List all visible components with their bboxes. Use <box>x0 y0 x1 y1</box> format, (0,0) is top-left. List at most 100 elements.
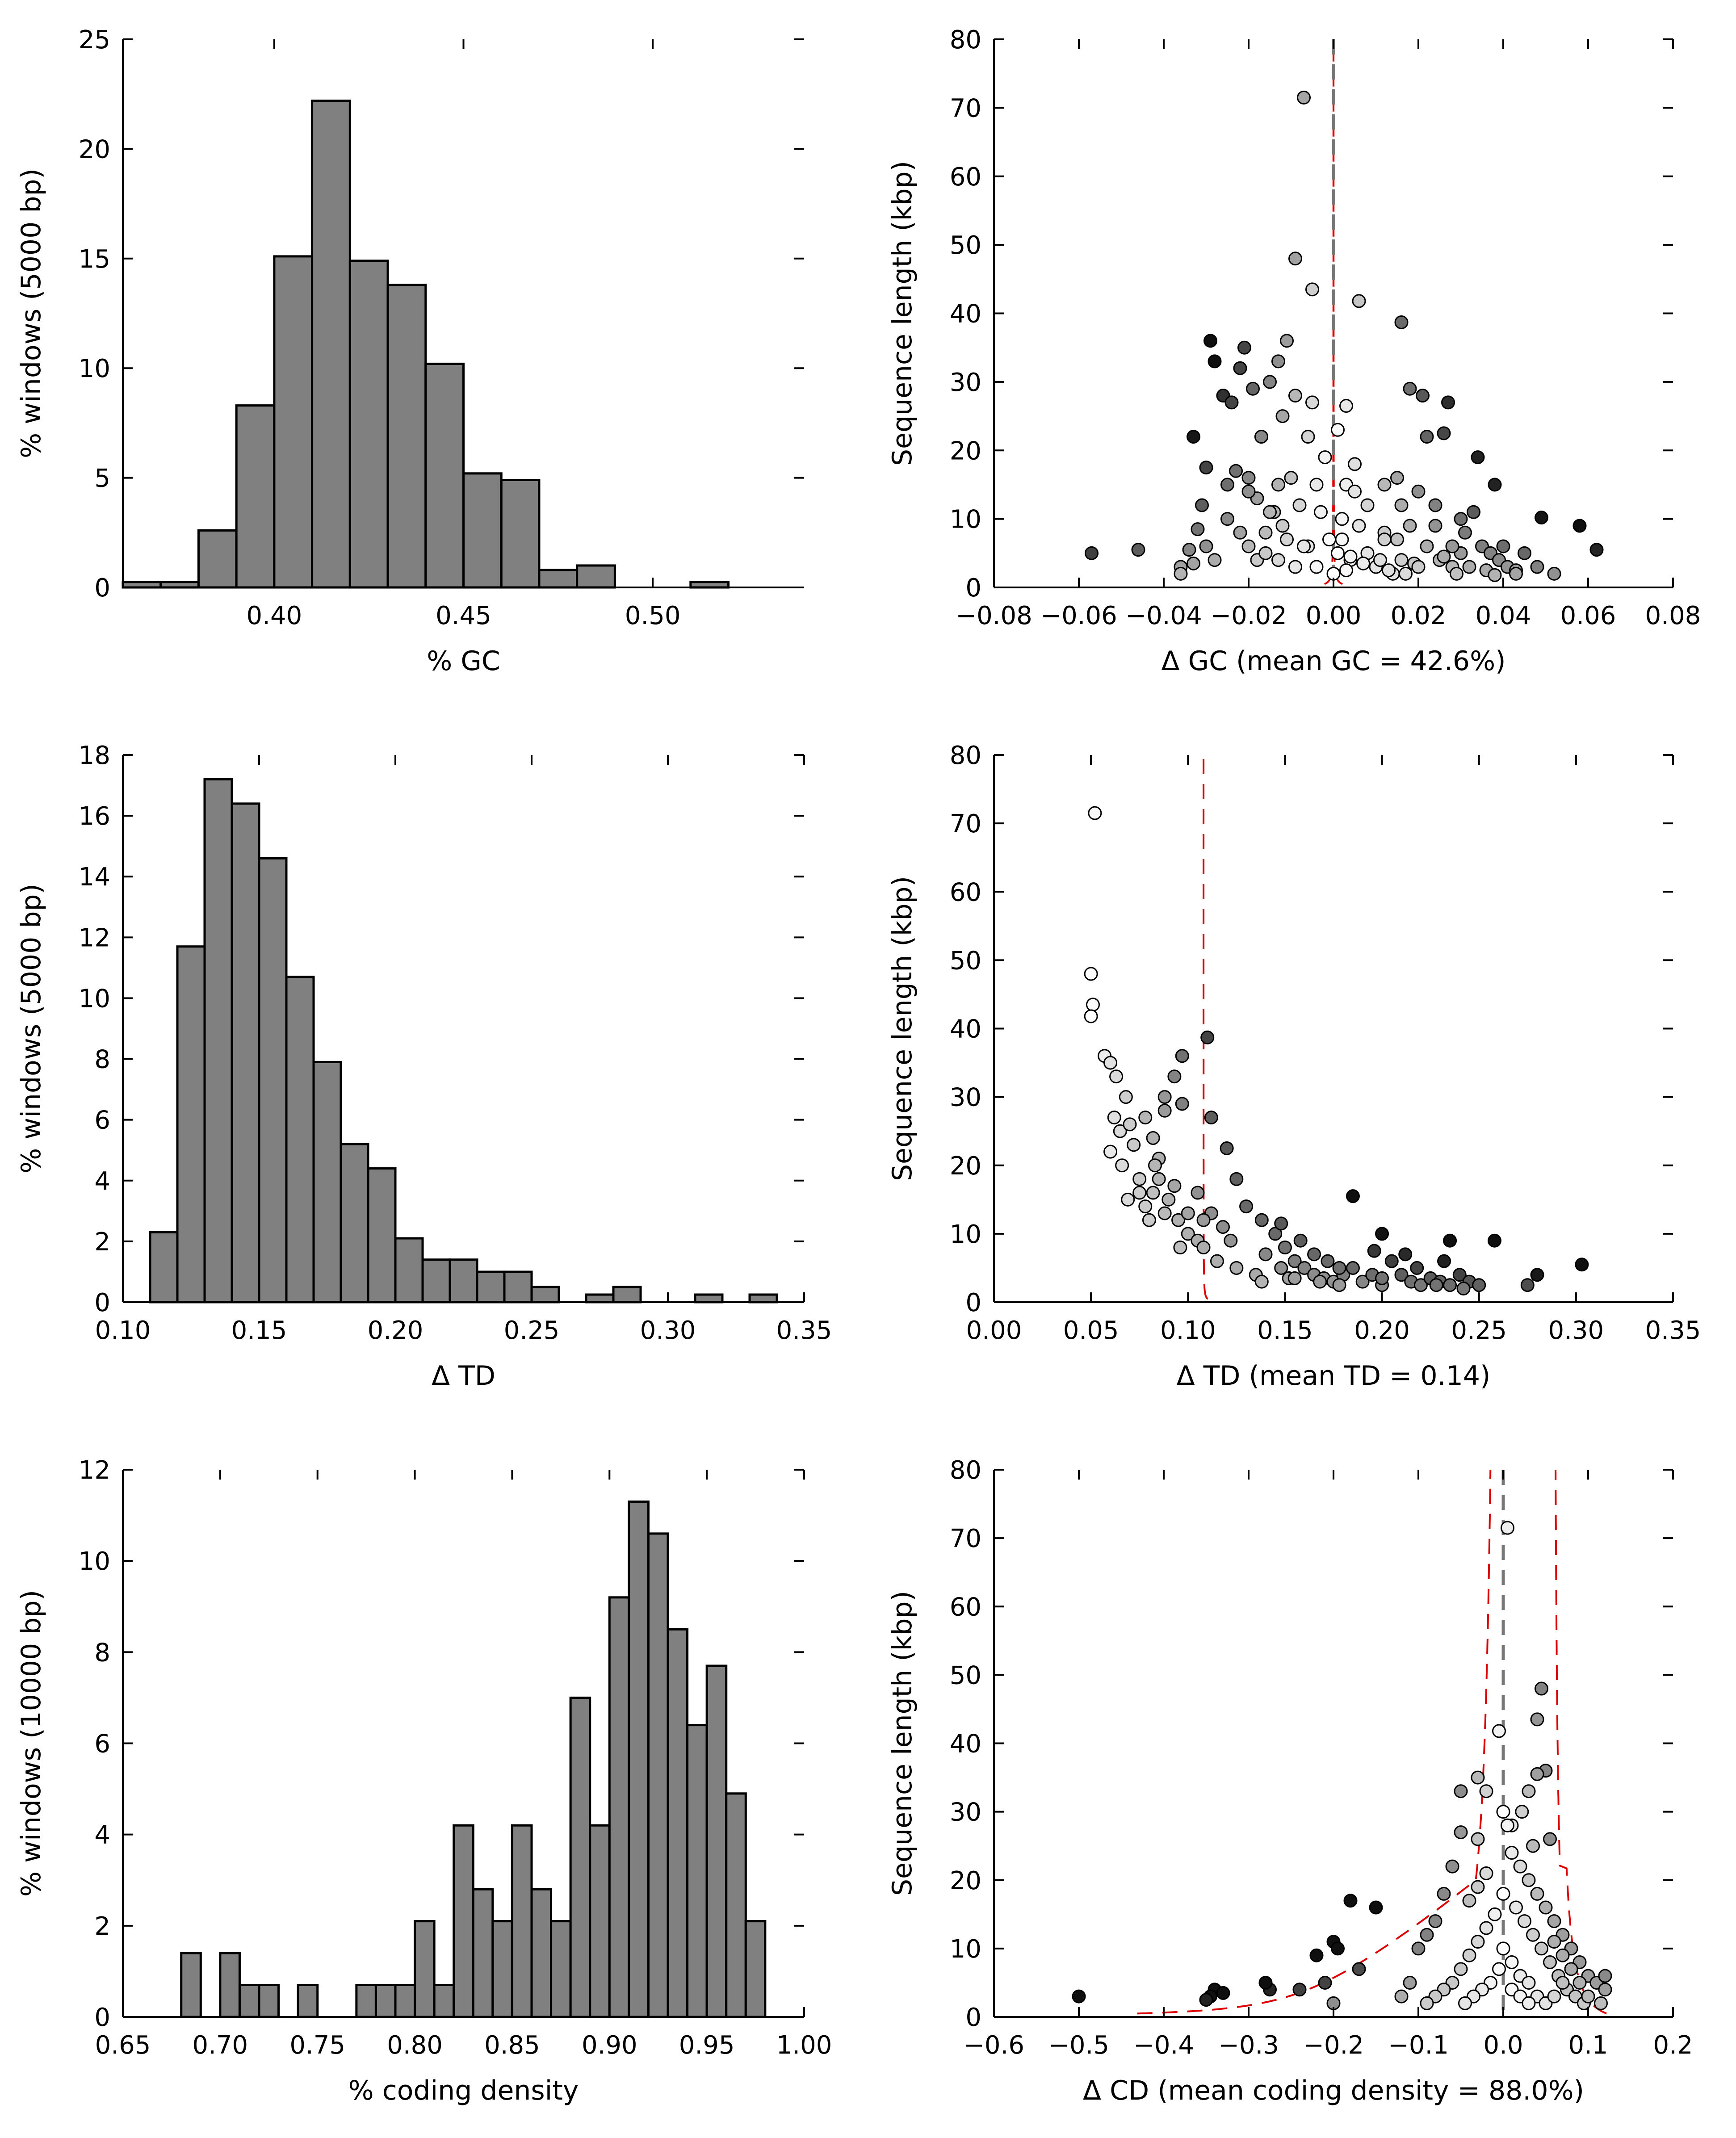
y-tick-label: 80 <box>950 25 981 54</box>
scatter-point <box>1522 1996 1536 2010</box>
x-tick-label: 0.1 <box>1568 2031 1608 2060</box>
histogram-bar <box>585 1293 615 1304</box>
histogram-bars <box>149 778 778 1304</box>
scatter-point <box>1288 560 1302 574</box>
scatter-point <box>1293 1233 1308 1248</box>
scatter-point <box>1292 498 1307 512</box>
y-tick-label: 6 <box>94 1106 110 1135</box>
scatter-point <box>1321 1254 1335 1268</box>
x-tick-label: 0.40 <box>247 601 302 630</box>
x-tick-label: 0.15 <box>231 1316 287 1345</box>
scatter-point <box>1314 505 1328 519</box>
scatter-points <box>1085 90 1604 582</box>
scatter-point <box>1216 1986 1230 2000</box>
scatter-point <box>1411 560 1426 574</box>
scatter-point <box>1138 1199 1153 1214</box>
histogram-bar <box>149 1231 179 1304</box>
scatter-point <box>1488 478 1502 492</box>
histogram-bar <box>612 1286 642 1304</box>
y-axis-label: % windows (5000 bp) <box>16 884 47 1174</box>
scatter-point <box>1348 484 1362 499</box>
scatter-point <box>1420 430 1434 444</box>
scatter-point <box>1496 1886 1510 1901</box>
scatter-point <box>1454 512 1468 526</box>
y-tick-label: 6 <box>94 1730 110 1759</box>
scatter-point <box>1428 498 1442 512</box>
scatter-point <box>1191 522 1205 537</box>
x-axis-label: Δ GC (mean GC = 42.6%) <box>1161 646 1505 677</box>
x-tick-label: −0.06 <box>1040 601 1117 630</box>
y-tick-label: 80 <box>950 1456 981 1485</box>
scatter-point <box>1416 389 1430 403</box>
scatter-point <box>1263 375 1277 389</box>
scatter-point <box>1520 1278 1535 1292</box>
scatter-point <box>1331 423 1345 437</box>
scatter-point <box>1346 1261 1360 1275</box>
scatter-point <box>1467 505 1480 519</box>
histogram-bars <box>122 99 730 589</box>
scatter-point <box>1530 1886 1544 1901</box>
scatter-point <box>1121 1192 1135 1207</box>
x-tick-label: 0.20 <box>1354 1316 1410 1345</box>
x-axis-label: % coding density <box>348 2075 579 2106</box>
scatter-point <box>1162 1192 1176 1207</box>
x-tick-label: 0.90 <box>582 2031 637 2060</box>
scatter-point <box>1157 1103 1172 1118</box>
y-tick-label: 10 <box>79 1547 110 1576</box>
y-tick-label: 10 <box>79 354 110 383</box>
scatter-point <box>1488 568 1502 582</box>
histogram-bar <box>238 1984 260 2018</box>
scatter-point <box>1216 1220 1230 1234</box>
panel-gc-histogram: 0.40 0.45 0.50 0 5 10 15 20 25 % GC % windows (500… <box>16 25 804 677</box>
y-tick-label: 50 <box>950 946 981 975</box>
scatter-point <box>1199 539 1213 553</box>
scatter-point <box>1292 1983 1307 1997</box>
scatter-point <box>1594 1996 1608 2010</box>
scatter-point <box>1441 395 1455 410</box>
histogram-bar <box>340 1143 369 1304</box>
panel-cd-histogram: 0.65 0.70 0.75 0.80 0.85 0.90 0.95 1.00 0 2 4 6 8 10 1… <box>16 1456 832 2106</box>
scatter-point <box>1103 1056 1118 1070</box>
scatter-point <box>1224 395 1239 410</box>
y-tick-label: 30 <box>950 368 981 397</box>
scatter-point <box>1530 1767 1544 1781</box>
scatter-point <box>1271 478 1285 492</box>
scatter-point <box>1501 1521 1514 1535</box>
scatter-point <box>1377 478 1392 492</box>
scatter-point <box>1543 1832 1557 1846</box>
scatter-point <box>1343 549 1358 564</box>
y-tick-label: 60 <box>950 1593 981 1622</box>
y-tick-label: 14 <box>79 863 110 892</box>
y-tick-label: 40 <box>950 1015 981 1044</box>
scatter-point <box>1509 1900 1523 1915</box>
scatter-point <box>1547 1914 1561 1928</box>
scatter-point <box>1335 512 1349 526</box>
scatter-point <box>1132 1186 1147 1200</box>
scatter-point <box>1138 1111 1153 1125</box>
y-tick-label: 20 <box>950 1152 981 1181</box>
y-tick-label: 8 <box>94 1045 110 1074</box>
scatter-point <box>1084 1009 1098 1023</box>
scatter-point <box>1210 1254 1224 1268</box>
scatter-point <box>1148 1158 1162 1173</box>
scatter-point <box>1556 1975 1570 1990</box>
scatter-point <box>1530 1712 1544 1727</box>
scatter-point <box>1472 1278 1486 1292</box>
scatter-point <box>1522 1873 1536 1887</box>
histogram-bar <box>686 1724 708 2018</box>
y-tick-label: 20 <box>950 436 981 465</box>
histogram-bar <box>472 1888 494 2018</box>
histogram-bar <box>311 99 351 589</box>
x-tick-label: −0.5 <box>1048 2031 1109 2060</box>
scatter-point <box>1411 484 1426 499</box>
y-tick-label: 0 <box>94 2003 110 2032</box>
histogram-bar <box>394 1984 416 2018</box>
y-tick-label: 10 <box>950 1220 981 1249</box>
scatter-point <box>1382 563 1396 578</box>
scatter-point <box>1171 1213 1186 1227</box>
scatter-point <box>1175 1097 1189 1111</box>
scatter-point <box>1313 1274 1327 1289</box>
histogram-bar <box>297 1984 319 2018</box>
scatter-point <box>1479 1784 1493 1798</box>
y-tick-label: 12 <box>79 1456 110 1485</box>
